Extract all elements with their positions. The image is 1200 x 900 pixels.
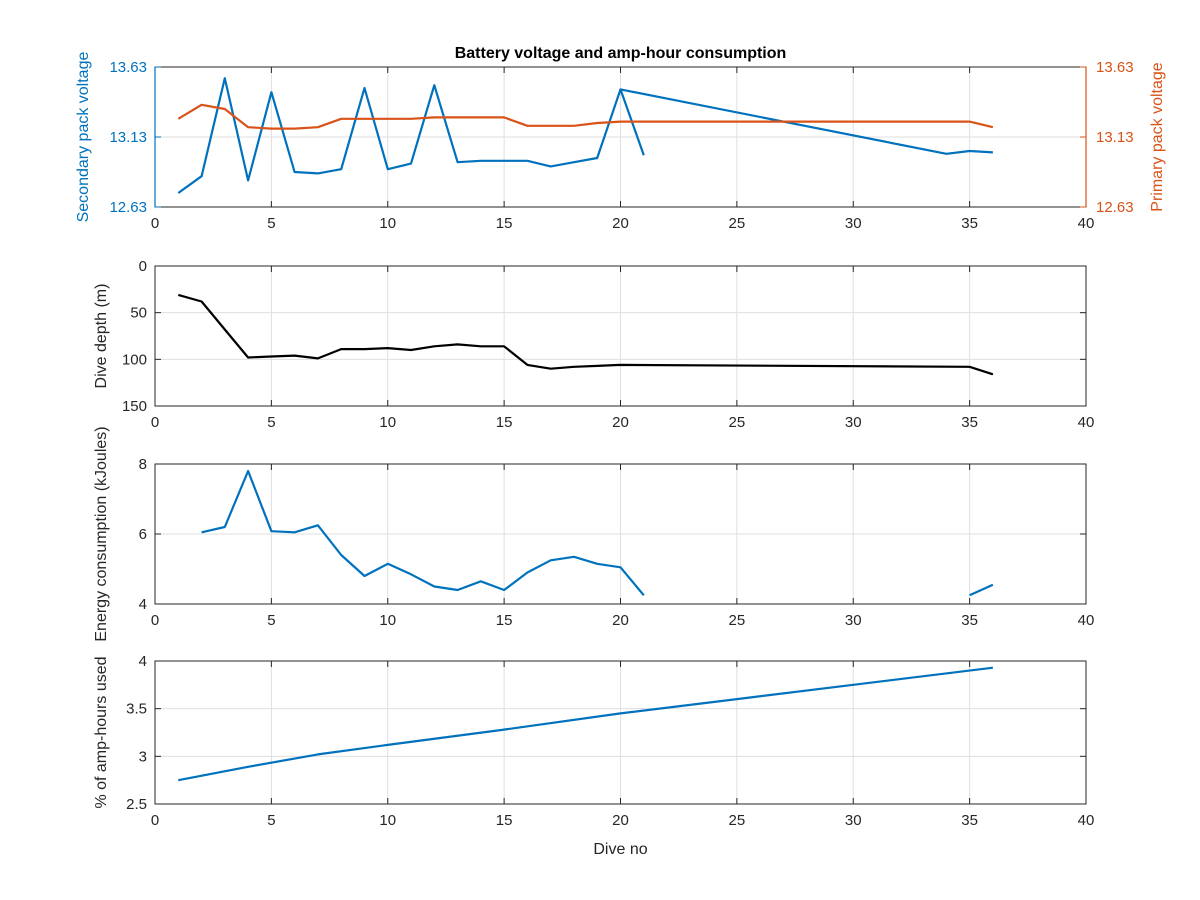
- x-tick-label: 30: [845, 414, 862, 431]
- x-tick-label: 0: [151, 612, 159, 629]
- y-right-tick-label: 12.63: [1096, 199, 1134, 216]
- x-tick-label: 30: [845, 612, 862, 629]
- x-tick-label: 10: [379, 612, 396, 629]
- panel-2: 0 5 10 15 20 25 30 35 40 0 50 100 150 Dive depth (m): [93, 258, 1094, 431]
- x-tick-label: 0: [151, 215, 159, 232]
- y-tick-label: 150: [122, 398, 147, 415]
- y-tick-label: 3: [139, 748, 147, 765]
- y-axis-label-right: Primary pack voltage: [1149, 62, 1166, 211]
- y-axis-label: % of amp-hours used: [93, 656, 110, 808]
- x-tick-label: 5: [267, 215, 275, 232]
- x-tick-label: 30: [845, 812, 862, 829]
- y-axis-label: Dive depth (m): [93, 284, 110, 389]
- series-line-1: [178, 293, 994, 376]
- y-tick-label: 8: [139, 456, 147, 473]
- x-tick-label: 5: [267, 812, 275, 829]
- series-line-1: [178, 666, 994, 782]
- x-tick-label: 5: [267, 414, 275, 431]
- x-tick-label: 25: [729, 612, 746, 629]
- series-line-3: [177, 103, 994, 130]
- x-tick-label: 25: [729, 414, 746, 431]
- y-axis-label: Secondary pack voltage: [75, 52, 92, 223]
- y-tick-label: 2.5: [126, 796, 147, 813]
- x-tick-label: 35: [961, 215, 978, 232]
- y-tick-label: 4: [139, 596, 147, 613]
- x-tick-label: 15: [496, 414, 513, 431]
- y-tick-label: 0: [139, 258, 147, 275]
- x-tick-label: 25: [729, 812, 746, 829]
- x-tick-label: 40: [1078, 812, 1095, 829]
- x-tick-label: 40: [1078, 414, 1095, 431]
- chart-title: Battery voltage and amp-hour consumption: [455, 45, 787, 62]
- x-tick-label: 40: [1078, 612, 1095, 629]
- x-tick-label: 35: [961, 612, 978, 629]
- series-line-1: [177, 77, 645, 194]
- y-tick-label: 3.5: [126, 701, 147, 718]
- x-tick-label: 5: [267, 612, 275, 629]
- x-tick-label: 15: [496, 215, 513, 232]
- panel-3: 0 5 10 15 20 25 30 35 40 4 6 8 Energy consumption (k…: [93, 426, 1094, 641]
- x-tick-label: 15: [496, 612, 513, 629]
- x-tick-label: 20: [612, 612, 629, 629]
- x-tick-label: 0: [151, 812, 159, 829]
- x-tick-label: 30: [845, 215, 862, 232]
- x-tick-label: 10: [379, 812, 396, 829]
- x-tick-label: 15: [496, 812, 513, 829]
- y-tick-label: 100: [122, 351, 147, 368]
- panel-1: 0 5 10 15 20 25 30 35 4012.6313.1313.6312.6313.1…: [75, 45, 1166, 232]
- series-line-2: [969, 583, 994, 597]
- x-tick-label: 40: [1078, 215, 1095, 232]
- x-tick-label: 25: [729, 215, 746, 232]
- x-axis-label: Dive no: [593, 841, 647, 858]
- y-tick-label: 50: [130, 305, 147, 322]
- y-axis-label: Energy consumption (kJoules): [93, 426, 110, 641]
- y-right-tick-label: 13.63: [1096, 59, 1134, 76]
- x-tick-label: 10: [379, 414, 396, 431]
- x-tick-label: 35: [961, 414, 978, 431]
- x-tick-label: 10: [379, 215, 396, 232]
- x-tick-label: 35: [961, 812, 978, 829]
- x-tick-label: 20: [612, 215, 629, 232]
- x-tick-label: 20: [612, 414, 629, 431]
- y-tick-label: 12.63: [109, 199, 147, 216]
- panel-4: 0 5 10 15 20 25 30 35 40 2.5 3 3.5 4 % of amp-hours u…: [93, 653, 1094, 858]
- y-tick-label: 4: [139, 653, 147, 670]
- y-tick-label: 13.63: [109, 59, 147, 76]
- x-tick-label: 0: [151, 414, 159, 431]
- series-line-1: [201, 469, 645, 597]
- x-tick-label: 20: [612, 812, 629, 829]
- y-right-tick-label: 13.13: [1096, 129, 1134, 146]
- y-tick-label: 6: [139, 526, 147, 543]
- y-tick-label: 13.13: [109, 129, 147, 146]
